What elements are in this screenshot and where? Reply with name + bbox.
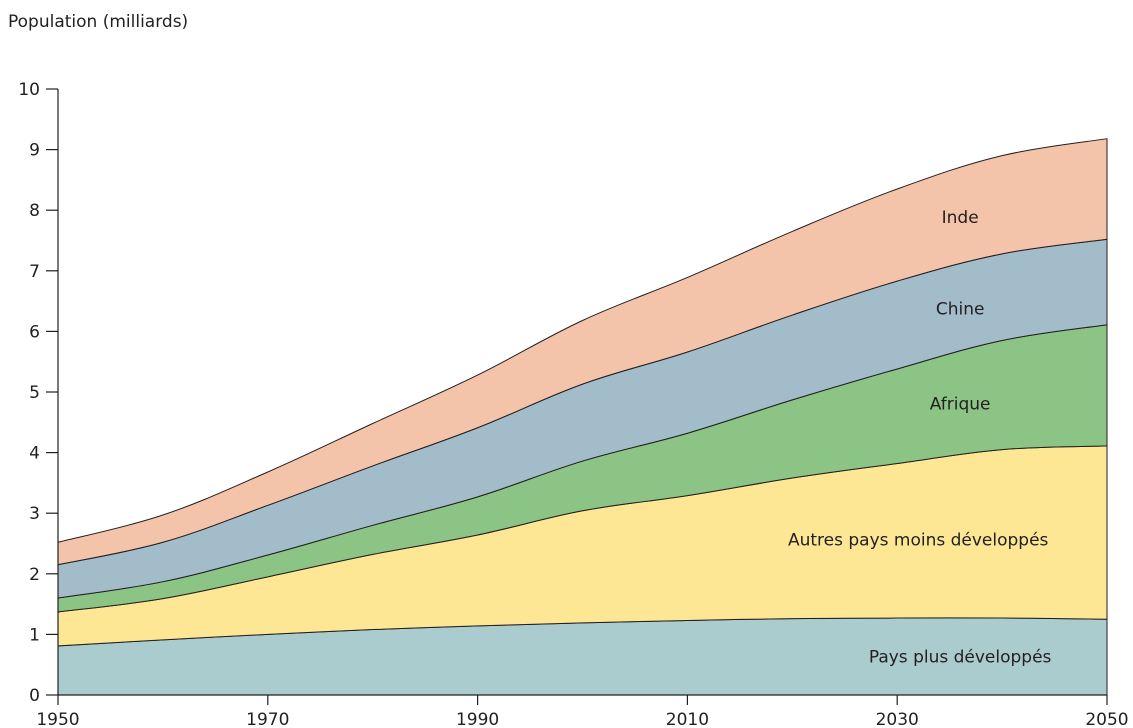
y-tick-label-3: 3	[29, 504, 40, 524]
y-tick-label-1: 1	[29, 625, 40, 645]
x-tick-label-2050: 2050	[1085, 710, 1128, 728]
area-label-4: Inde	[942, 208, 979, 228]
area-labels: Pays plus développés Autres pays moins dé…	[788, 208, 1052, 668]
x-tick-label-1990: 1990	[456, 710, 499, 728]
y-tick-label-4: 4	[29, 444, 40, 464]
x-tick-label-1950: 1950	[36, 710, 79, 728]
axes: 0 1 2 3 4 5 6 7 8 9 10 1950 1970 1990 2010 2030 2050	[18, 80, 1128, 728]
area-label-0: Pays plus développés	[869, 648, 1052, 668]
y-tick-label-9: 9	[29, 141, 40, 161]
x-tick-label-1970: 1970	[246, 710, 289, 728]
x-tick-label-2030: 2030	[876, 710, 919, 728]
x-tick-label-2010: 2010	[666, 710, 709, 728]
y-tick-label-8: 8	[29, 201, 40, 221]
y-tick-label-0: 0	[29, 686, 40, 706]
area-label-2: Afrique	[930, 395, 991, 415]
y-tick-label-6: 6	[29, 322, 40, 342]
y-tick-label-2: 2	[29, 565, 40, 585]
y-tick-label-5: 5	[29, 383, 40, 403]
area-label-1: Autres pays moins développés	[788, 530, 1049, 550]
area-layers	[57, 138, 1108, 696]
y-axis-title: Population (milliards)	[8, 12, 189, 32]
area-inde	[57, 138, 1108, 566]
area-label-3: Chine	[936, 299, 985, 319]
y-tick-label-10: 10	[18, 80, 40, 100]
y-tick-label-7: 7	[29, 262, 40, 282]
